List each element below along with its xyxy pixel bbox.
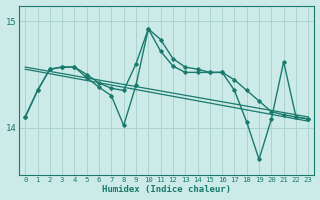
X-axis label: Humidex (Indice chaleur): Humidex (Indice chaleur) xyxy=(102,185,231,194)
